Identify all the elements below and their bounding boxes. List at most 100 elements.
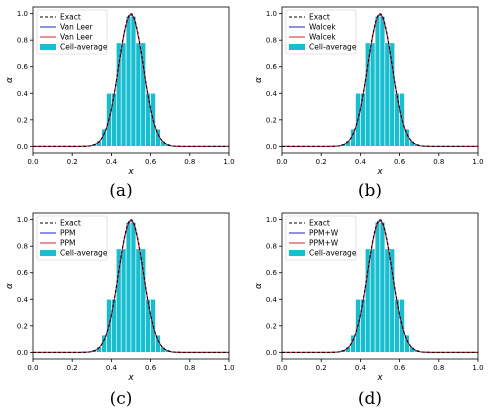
x-tick-label: 0.6 <box>145 158 157 166</box>
y-axis-label: α <box>254 77 264 83</box>
x-tick-label: 1.0 <box>223 158 234 166</box>
cell-average-bar <box>111 92 117 147</box>
x-axis-label: x <box>376 373 383 383</box>
legend-box <box>285 9 357 55</box>
x-tick-label: 0.4 <box>355 158 367 166</box>
axes-frame <box>32 6 230 154</box>
cell-average-bar <box>369 248 376 353</box>
cell-average-bar <box>374 15 381 147</box>
y-tick-label: 0.4 <box>266 296 278 304</box>
panel-a: 0.0 0.2 0.4 0.6 0.8 1.0 0.0 0.2 0.4 0.6 0.8 1.0 x α Ex… <box>5 6 235 201</box>
cell-average-bar <box>120 42 127 147</box>
cell-average-bar <box>130 15 137 147</box>
legend-entry: Van Leer <box>60 23 94 32</box>
y-axis-label: α <box>5 77 15 83</box>
y-tick-label: 0.4 <box>17 296 29 304</box>
y-tick-label: 0.6 <box>266 63 278 71</box>
y-tick-label: 0.8 <box>266 37 277 45</box>
x-tick-label: 0.4 <box>106 158 118 166</box>
x-tick-label: 0.8 <box>184 364 195 372</box>
legend-entry: Exact <box>309 219 330 228</box>
x-tick-label: 0.2 <box>316 364 327 372</box>
x-tick-label: 0.6 <box>394 364 406 372</box>
legend-swatch-bar <box>289 250 305 256</box>
y-axis-label: α <box>5 283 15 289</box>
legend-swatch-bar <box>40 250 56 256</box>
legend-entry: Cell-average <box>60 249 108 258</box>
legend-entry: Van Leer <box>60 33 94 42</box>
y-tick-label: 0.6 <box>266 269 278 277</box>
cell-average-bar <box>145 298 151 353</box>
cell-average-bar <box>130 221 137 353</box>
panel-caption: (b) <box>358 181 382 201</box>
axes-frame <box>32 212 230 360</box>
x-tick-label: 0.2 <box>316 158 327 166</box>
x-axis-label: x <box>127 373 134 383</box>
legend-entry: Exact <box>60 219 81 228</box>
x-tick-label: 0.2 <box>67 158 78 166</box>
x-tick-label: 0.0 <box>276 158 287 166</box>
y-tick-label: 1.0 <box>17 10 28 18</box>
cell-average-bar <box>145 92 151 147</box>
exact-line <box>282 13 478 147</box>
legend-box <box>36 9 108 55</box>
y-tick-label: 0.8 <box>17 243 28 251</box>
y-tick-label: 1.0 <box>17 216 28 224</box>
x-tick-label: 1.0 <box>472 364 483 372</box>
axes-frame <box>281 6 479 154</box>
cell-average-bar <box>111 298 117 353</box>
cell-average-bar <box>369 42 376 147</box>
exact-line <box>33 13 229 147</box>
x-axis-label: x <box>376 167 383 177</box>
cell-average-bar <box>360 92 366 147</box>
x-tick-label: 0.8 <box>433 158 444 166</box>
legend-entry: Exact <box>309 13 330 22</box>
y-tick-label: 1.0 <box>266 216 277 224</box>
panel-c: 0.0 0.2 0.4 0.6 0.8 1.0 0.0 0.2 0.4 0.6 0.8 1.0 x α Ex… <box>5 212 235 409</box>
x-tick-label: 1.0 <box>223 364 234 372</box>
cell-average-bar <box>379 221 386 353</box>
legend-box <box>285 215 357 261</box>
legend-entry: PPM+W <box>309 229 339 238</box>
y-tick-label: 0.2 <box>266 322 277 330</box>
y-tick-label: 0.6 <box>17 269 29 277</box>
y-tick-label: 0.4 <box>266 90 278 98</box>
cell-average-bar <box>125 15 132 147</box>
panel-caption: (d) <box>358 389 382 409</box>
y-axis-label: α <box>254 283 264 289</box>
cell-average-bar <box>394 298 400 353</box>
cell-average-bar <box>135 42 142 147</box>
y-tick-label: 0.8 <box>266 243 277 251</box>
exact-line <box>33 219 229 353</box>
y-tick-label: 1.0 <box>266 10 277 18</box>
legend-entry: Cell-average <box>309 43 357 52</box>
y-tick-label: 0.2 <box>17 116 28 124</box>
x-tick-label: 0.0 <box>276 364 287 372</box>
cell-average-bar <box>120 248 127 353</box>
cell-average-bar <box>384 248 391 353</box>
x-tick-label: 0.6 <box>145 364 157 372</box>
legend-entry: Walcek <box>309 33 336 42</box>
x-tick-label: 0.0 <box>27 364 38 372</box>
x-tick-label: 0.8 <box>184 158 195 166</box>
cell-average-bar <box>379 15 386 147</box>
x-axis-label: x <box>127 167 134 177</box>
y-tick-label: 0.0 <box>17 349 28 357</box>
panel-caption: (c) <box>110 389 133 409</box>
y-tick-label: 0.6 <box>17 63 29 71</box>
legend-entry: Walcek <box>309 23 336 32</box>
legend-entry: Exact <box>60 13 81 22</box>
x-tick-label: 0.8 <box>433 364 444 372</box>
panel-d: 0.0 0.2 0.4 0.6 0.8 1.0 0.0 0.2 0.4 0.6 0.8 1.0 x α Ex… <box>254 212 484 409</box>
cell-average-bar <box>394 92 400 147</box>
legend-entry: PPM <box>60 239 76 248</box>
legend-swatch-bar <box>40 44 56 50</box>
legend-entry: PPM <box>60 229 76 238</box>
x-tick-label: 0.0 <box>27 158 38 166</box>
legend-entry: Cell-average <box>60 43 108 52</box>
legend-entry: Cell-average <box>309 249 357 258</box>
cell-average-bar <box>360 298 366 353</box>
cell-average-bar <box>384 42 391 147</box>
x-tick-label: 0.6 <box>394 158 406 166</box>
